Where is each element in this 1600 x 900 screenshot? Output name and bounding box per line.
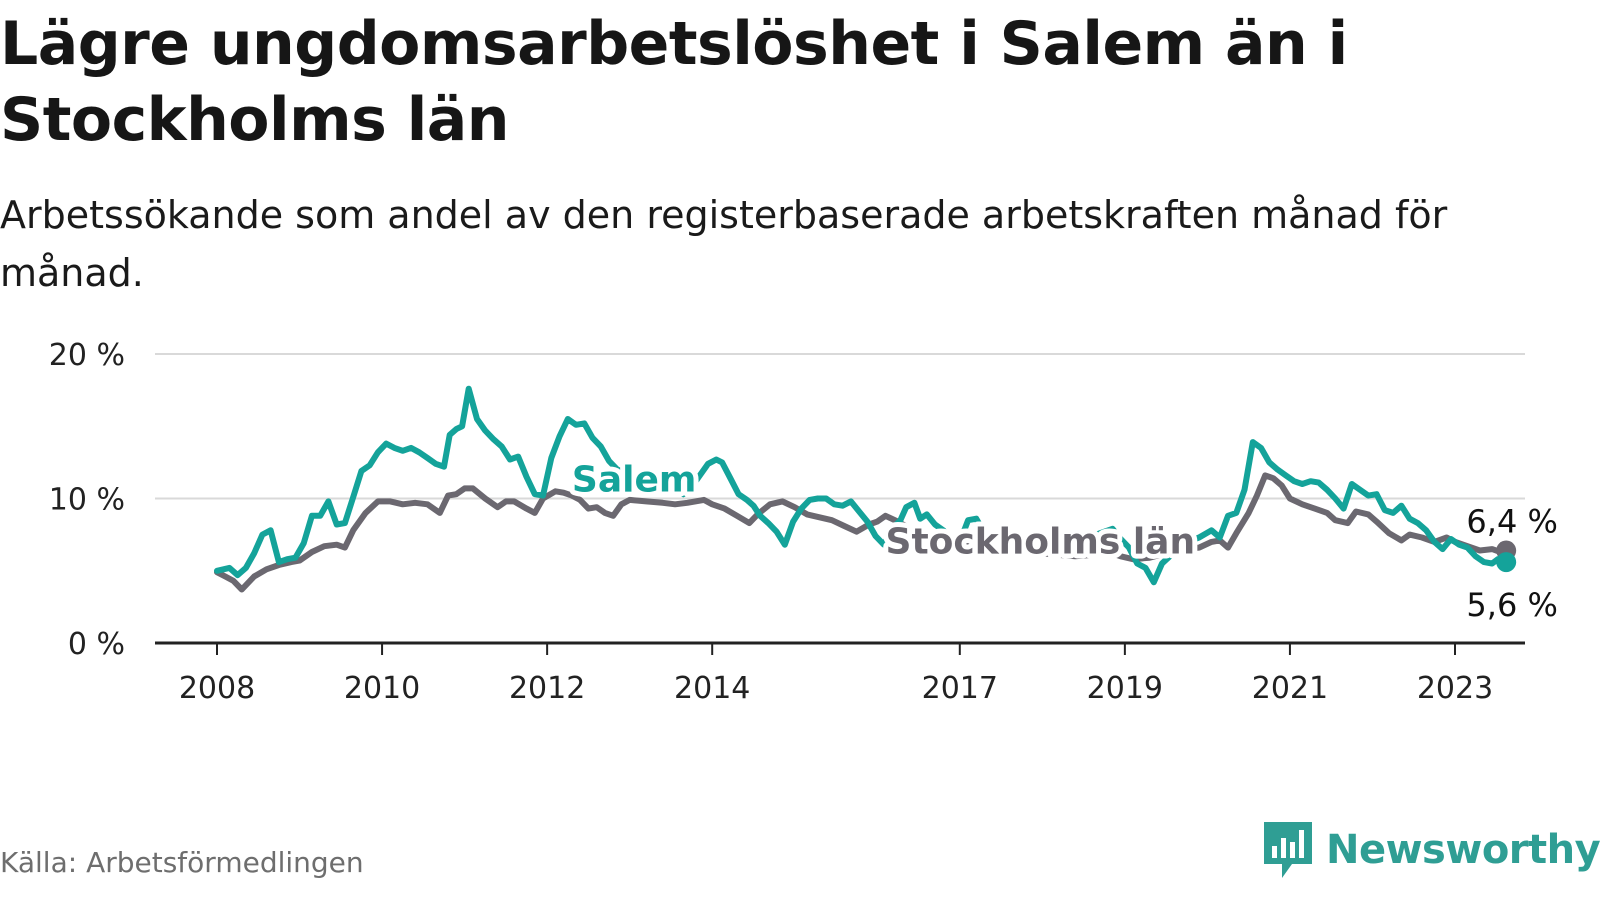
brand-name: Newsworthy xyxy=(1326,827,1600,873)
series-lines xyxy=(214,385,1517,593)
series-line-salem xyxy=(214,385,1510,586)
series-labels: Stockholms län Salem 6,4 % 5,6 % xyxy=(567,454,1562,628)
series-label-salem: Salem xyxy=(572,459,697,500)
x-tick-label: 2010 xyxy=(344,671,420,706)
grid-lines: 0 % 10 % 20 % xyxy=(49,338,1525,662)
y-tick-label: 20 % xyxy=(49,338,125,373)
y-tick-label: 10 % xyxy=(49,483,125,518)
chart-title: Lägre ungdomsarbetslöshet i Salem än i S… xyxy=(0,9,1348,155)
x-tick-label: 2019 xyxy=(1087,671,1163,706)
end-value-label-salem: 5,6 % xyxy=(1466,586,1557,624)
series-label-stockholms-län: Stockholms län xyxy=(886,521,1196,562)
end-point-salem xyxy=(1496,552,1517,573)
series-line-stockholms-län xyxy=(214,472,1510,593)
source-note: Källa: Arbetsförmedlingen xyxy=(0,846,364,879)
x-tick-label: 2014 xyxy=(674,671,750,706)
newsworthy-logo[interactable]: Newsworthy xyxy=(1262,820,1600,880)
x-tick-label: 2012 xyxy=(509,671,585,706)
chart-subtitle: Arbetssökande som andel av den registerb… xyxy=(0,193,1448,295)
line-chart: 0 % 10 % 20 % 2008 2010 2012 2014 2017 2019 2021… xyxy=(49,338,1562,706)
x-tick-label: 2023 xyxy=(1417,671,1493,706)
x-axis: 2008 2010 2012 2014 2017 2019 2021 2023 xyxy=(155,641,1525,706)
y-tick-label: 0 % xyxy=(68,627,125,662)
x-tick-label: 2017 xyxy=(922,671,998,706)
x-tick-label: 2021 xyxy=(1252,671,1328,706)
end-value-label-stockholms-län: 6,4 % xyxy=(1466,503,1557,541)
bar-chart-icon xyxy=(1264,822,1312,878)
x-tick-label: 2008 xyxy=(179,671,255,706)
